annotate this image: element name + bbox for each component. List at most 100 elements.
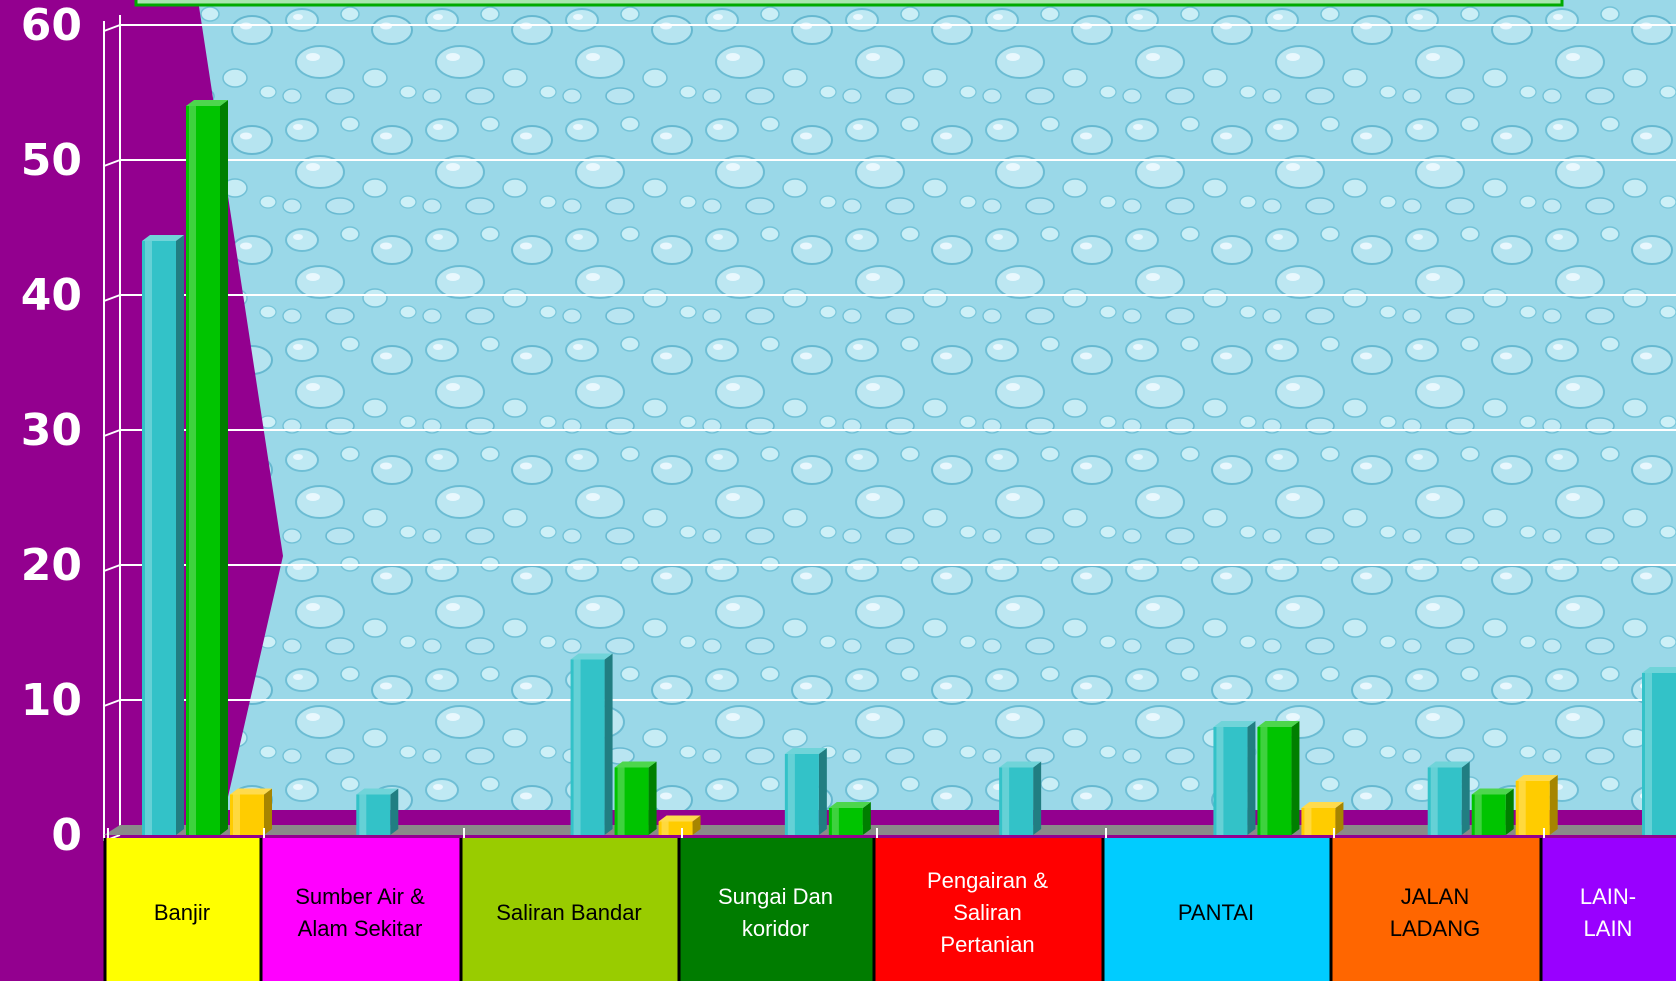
bar-highlight [359, 794, 367, 835]
category-label-box: Banjir [103, 828, 260, 981]
bar [570, 653, 613, 835]
category-label: JALAN LADANG [1390, 884, 1480, 941]
bar-top [1427, 761, 1470, 768]
y-tick-mark [103, 699, 121, 707]
bar-side [818, 748, 827, 835]
category-box [1102, 838, 1330, 981]
bar-top [1213, 721, 1256, 727]
bar-highlight [233, 794, 240, 835]
bar-top [570, 653, 613, 660]
y-tick-mark [103, 294, 121, 302]
y-tick-mark [103, 24, 121, 32]
y-tick-label: 40 [21, 270, 82, 321]
bar-top [828, 802, 871, 808]
category-label: Saliran Bandar [496, 900, 642, 925]
gridlines [120, 24, 1676, 701]
bar-top [142, 235, 184, 241]
bars [142, 100, 1676, 835]
category-label-line: Pengairan & [927, 868, 1048, 893]
bar-side [1033, 761, 1042, 835]
category-label-box: Saliran Bandar [459, 828, 678, 981]
y-tick-label: 60 [21, 0, 82, 51]
bar [142, 235, 184, 835]
y-tick-label: 20 [21, 540, 82, 591]
bar [356, 788, 399, 835]
y-tick-label: 30 [21, 405, 82, 456]
category-label: Sumber Air & Alam Sekitar [295, 884, 425, 941]
bar [1471, 788, 1514, 835]
category-label-line: JALAN [1401, 884, 1469, 909]
bar-top [1301, 802, 1344, 808]
bar-top [1471, 788, 1514, 795]
bar-highlight [573, 659, 581, 835]
y-tick-mark [103, 159, 121, 167]
y-axis-ticks: 0 10 20 30 40 50 60 [21, 0, 121, 861]
bar-highlight [1260, 727, 1268, 835]
bar [658, 815, 701, 835]
category-box [873, 838, 1102, 981]
bar-highlight [617, 767, 625, 835]
bar [1642, 667, 1676, 835]
bar-highlight [1518, 781, 1526, 835]
bar-side [1247, 721, 1256, 835]
bar-top [356, 788, 399, 795]
category-label-line: koridor [742, 916, 809, 941]
category-label: Banjir [154, 900, 210, 925]
y-tick-mark [103, 429, 121, 437]
bar-highlight [1474, 794, 1482, 835]
bar-side [1461, 761, 1470, 835]
bar-highlight [831, 808, 839, 835]
plot-background [198, 0, 1676, 810]
category-label-line: Alam Sekitar [298, 916, 423, 941]
bar [230, 788, 272, 835]
category-label-line: LAIN- [1580, 884, 1636, 909]
bar-highlight [189, 106, 196, 835]
bar-top [186, 100, 228, 106]
category-box [260, 838, 460, 981]
y-tick-label: 10 [21, 675, 82, 726]
bar-highlight [1002, 767, 1010, 835]
y-tick-label: 50 [21, 135, 82, 186]
category-label-line: LADANG [1390, 916, 1480, 941]
bar-top [658, 815, 701, 822]
axes [103, 15, 121, 841]
bar-side [1291, 721, 1300, 835]
category-axis: Banjir Sumber Air & Alam Sekitar Saliran Ba… [103, 828, 1676, 981]
category-label-box: PANTAI [1101, 828, 1330, 981]
bar [999, 761, 1042, 835]
header-strip [134, 0, 1564, 7]
category-box [1540, 838, 1676, 981]
category-label: Pengairan & Saliran Pertanian [927, 868, 1048, 957]
bar [1427, 761, 1470, 835]
category-label-line: LAIN [1584, 916, 1633, 941]
bar-highlight [787, 754, 795, 835]
bar-highlight [1430, 767, 1438, 835]
category-box [678, 838, 873, 981]
bar-top [1515, 775, 1558, 781]
category-label-box: JALAN LADANG [1329, 828, 1540, 981]
category-label-line: Banjir [154, 900, 210, 925]
category-label: LAIN- LAIN [1580, 884, 1636, 941]
bar [1257, 721, 1300, 835]
bar-side [1549, 775, 1558, 835]
category-label: Sungai Dan koridor [718, 884, 833, 941]
y-tick-label: 0 [51, 810, 82, 861]
bar-top [1642, 667, 1676, 673]
bar-side [862, 802, 871, 835]
category-label-box: Sumber Air & Alam Sekitar [259, 828, 460, 981]
y-tick-mark [103, 564, 121, 572]
bar-highlight [1304, 808, 1312, 835]
category-label-line: Sumber Air & [295, 884, 425, 909]
category-label-line: PANTAI [1178, 900, 1254, 925]
category-label-box: LAIN- LAIN [1539, 828, 1676, 981]
bar-highlight [145, 241, 152, 835]
bar-top [999, 761, 1042, 768]
bar-side [390, 788, 399, 835]
category-box [104, 838, 260, 981]
bar-highlight [661, 821, 669, 835]
bar-side [692, 815, 701, 835]
category-label-line: Saliran [953, 900, 1021, 925]
bar-side [1505, 788, 1514, 835]
category-label: PANTAI [1178, 900, 1254, 925]
